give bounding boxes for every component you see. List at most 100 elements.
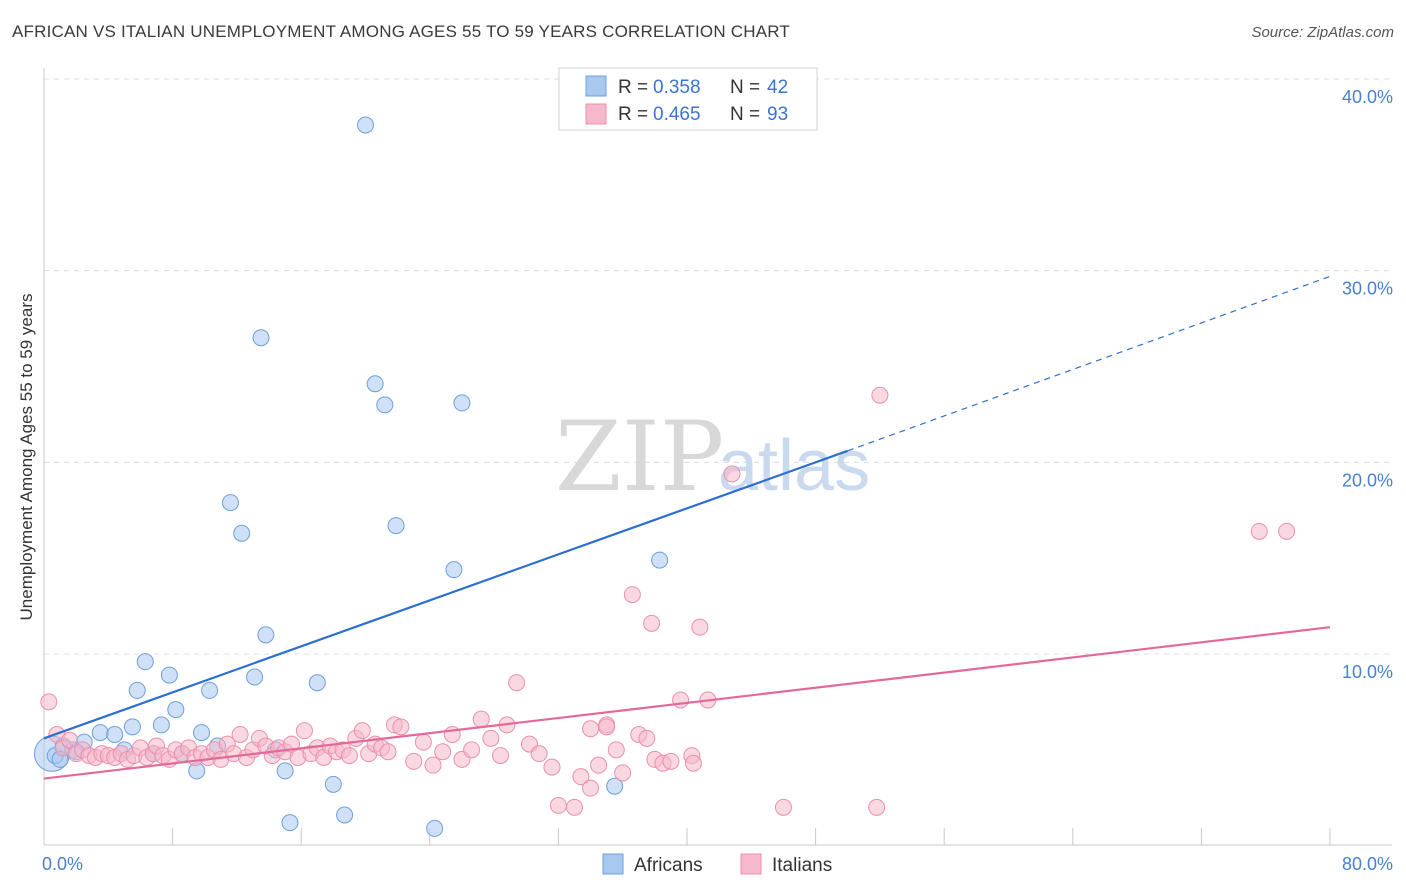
africans-point-12 <box>152 716 170 734</box>
y-tick-label-30: 30.0% <box>1342 279 1393 299</box>
africans-point-8 <box>123 718 141 736</box>
italians-point-92 <box>1278 522 1296 540</box>
africans-point-31 <box>357 116 374 134</box>
italians-point-72 <box>565 798 583 816</box>
trend-line-africans <box>43 449 849 740</box>
africans-point-17 <box>193 724 211 742</box>
x-tick-label-max: 80.0% <box>1342 854 1393 874</box>
italians-point-80 <box>638 729 656 747</box>
bottom-legend-swatch-italians <box>740 853 762 875</box>
legend-n-label-1: N = <box>730 77 760 98</box>
italians-point-58 <box>424 756 442 774</box>
italians-point-78 <box>598 718 616 736</box>
africans-point-24 <box>257 626 275 644</box>
africans-point-23 <box>252 329 270 347</box>
trend-line-italians <box>43 626 1331 780</box>
series-legend: Africans Italians <box>602 853 832 876</box>
chart-title: AFRICAN VS ITALIAN UNEMPLOYMENT AMONG AG… <box>12 22 790 41</box>
legend-n-label-2: N = <box>730 104 760 125</box>
africans-point-21 <box>233 524 251 542</box>
italians-point-71 <box>549 796 567 814</box>
africans-point-26 <box>276 762 294 780</box>
africans-point-5 <box>91 724 109 742</box>
bottom-legend-swatch-africans <box>602 853 624 875</box>
africans-point-30 <box>336 806 354 824</box>
italians-point-74 <box>582 720 600 738</box>
gridlines <box>44 78 1392 655</box>
italians-point-0 <box>40 693 58 711</box>
y-axis-label: Unemployment Among Ages 55 to 59 years <box>17 294 36 621</box>
italians-point-56 <box>405 752 423 770</box>
italians-point-30 <box>231 726 249 743</box>
italians-point-40 <box>295 722 313 740</box>
y-tick-label-10: 10.0% <box>1342 662 1393 682</box>
italians-point-98 <box>607 741 625 759</box>
correlation-legend: R = 0.358 N = 42 R = 0.465 N = 93 <box>558 67 818 131</box>
y-tick-labels: 10.0% 20.0% 30.0% 40.0% <box>1342 87 1393 682</box>
italians-point-47 <box>340 747 358 765</box>
africans-point-22 <box>246 668 264 686</box>
y-tick-label-20: 20.0% <box>1342 470 1393 490</box>
africans-point-36 <box>445 561 463 579</box>
legend-r-value-2: 0.465 <box>653 104 701 125</box>
x-tick-label-min: 0.0% <box>42 854 83 874</box>
africans-point-6 <box>106 726 124 743</box>
italians-point-70 <box>543 758 561 776</box>
africans-point-34 <box>387 517 405 535</box>
watermark-zip: ZIP <box>555 401 724 513</box>
africans-point-28 <box>308 674 326 692</box>
africans-point-38 <box>651 551 669 569</box>
trend-lines <box>43 275 1331 780</box>
italians-point-95 <box>582 779 600 797</box>
italians-point-75 <box>590 756 608 774</box>
italians-point-85 <box>691 618 709 636</box>
trend-line-africans-extension <box>847 275 1331 452</box>
legend-r-value-1: 0.358 <box>653 77 701 98</box>
africans-point-20 <box>221 494 239 512</box>
legend-r-label-2: R = <box>618 104 648 125</box>
africans-point-9 <box>128 681 146 699</box>
africans-point-10 <box>136 653 154 671</box>
italians-point-57 <box>414 733 432 751</box>
legend-swatch-italians <box>585 103 607 125</box>
africans-point-32 <box>366 375 384 393</box>
watermark-atlas: atlas <box>718 426 870 506</box>
italians-point-87 <box>723 465 741 483</box>
series-italians-points <box>40 386 1296 816</box>
italians-point-94 <box>623 586 641 604</box>
italians-point-55 <box>392 718 410 736</box>
bottom-legend-label-africans: Africans <box>634 855 703 876</box>
africans-point-33 <box>376 396 394 414</box>
italians-point-53 <box>379 743 397 761</box>
italians-point-96 <box>662 752 680 770</box>
italians-point-59 <box>434 743 452 761</box>
africans-point-18 <box>201 681 219 699</box>
italians-point-67 <box>508 674 526 692</box>
legend-n-value-2: 93 <box>767 104 788 125</box>
bottom-legend-label-italians: Italians <box>772 855 832 876</box>
y-tick-label-40: 40.0% <box>1342 87 1393 107</box>
africans-point-37 <box>453 394 471 412</box>
italians-point-62 <box>463 741 481 759</box>
italians-point-49 <box>353 722 371 740</box>
italians-point-65 <box>492 747 510 765</box>
source-label: Source: ZipAtlas.com <box>1251 24 1394 41</box>
legend-n-value-1: 42 <box>767 77 788 98</box>
legend-swatch-africans <box>585 75 607 97</box>
italians-point-97 <box>684 754 702 772</box>
africans-point-27 <box>281 814 299 832</box>
italians-point-93 <box>643 614 661 632</box>
legend-r-label-1: R = <box>618 77 648 98</box>
italians-point-73 <box>572 768 590 786</box>
africans-point-39 <box>606 777 624 795</box>
africans-point-13 <box>160 666 178 684</box>
italians-point-64 <box>482 729 500 747</box>
italians-point-77 <box>614 764 632 782</box>
italians-point-69 <box>530 745 548 763</box>
africans-point-14 <box>167 701 185 719</box>
italians-point-63 <box>472 710 490 728</box>
africans-point-29 <box>324 775 342 793</box>
x-axis-ticks <box>43 828 1331 845</box>
africans-point-35 <box>426 819 444 837</box>
